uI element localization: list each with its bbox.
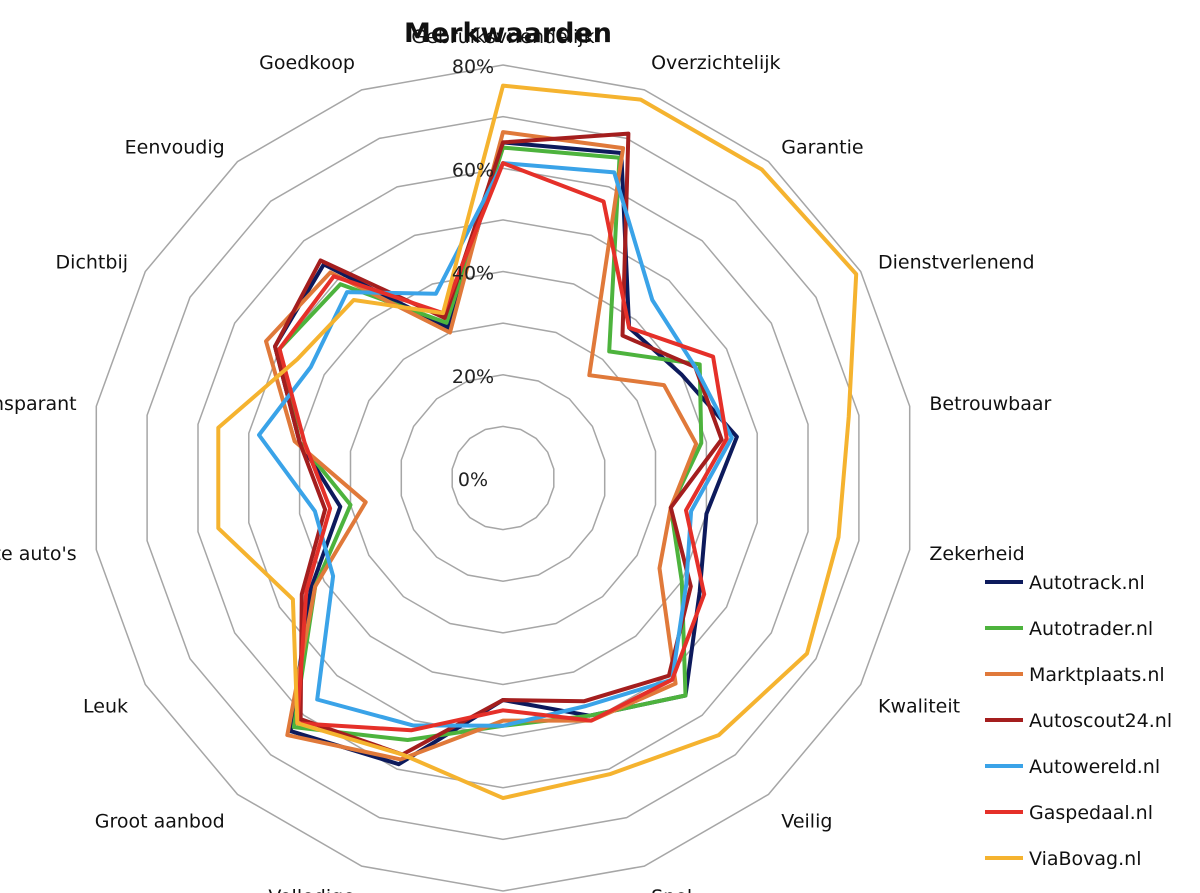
category-label: Eenvoudig [125,136,225,158]
category-label: Overzichtelijk [651,52,780,74]
tick-label: 0% [458,469,488,491]
grid-ring [400,374,606,583]
chart-title: Merkwaarden [404,18,612,49]
category-label: Kwaliteit [878,696,960,718]
category-labels: Gebruiksvriendelijk Overzichtelijk Garanti… [0,26,1052,893]
category-label: Volledigeinformatie [257,886,355,893]
grid-ring [451,425,555,531]
legend-label: Autoscout24.nl [1029,710,1172,732]
legend-label: ViaBovag.nl [1029,848,1141,870]
series-line [264,130,699,762]
tick-label: 40% [452,263,494,285]
legend-label: Gaspedaal.nl [1029,802,1153,824]
category-label: Gebruiksvriendelijk [411,26,594,48]
legend-label: Autotrader.nl [1029,618,1153,640]
legend-label: Autotrack.nl [1029,572,1145,594]
category-label: Beste auto's [0,543,77,565]
category-label: Garantie [781,136,863,158]
tick-label: 80% [452,56,494,78]
category-label: Zekerheid [929,543,1024,565]
category-label: Veilig [781,811,832,833]
category-label: Dienstverlenend [878,252,1035,274]
series-line [273,140,739,767]
grid-ring [146,115,860,841]
series-layer [216,83,859,801]
category-label: Dichtbij [56,252,128,274]
category-label: Goedkoop [259,52,355,74]
series-line [216,83,859,801]
category-label: Groot aanbod [95,811,225,833]
radial-tick-labels: 0% 20% 40% 60% 80% [452,56,494,491]
category-label: Snel [651,886,692,893]
series-line [257,161,734,728]
category-label: Leuk [83,696,128,718]
series-line [277,145,704,742]
category-label: Transparant [0,393,77,415]
category-label: Betrouwbaar [929,393,1051,415]
legend-label: Autowereld.nl [1029,756,1160,778]
grid-ring [349,322,657,634]
series-line [273,131,724,757]
grid-ring [95,64,911,892]
legend: Autotrack.nl Autotrader.nl Marktplaats.nl A… [985,572,1172,870]
legend-label: Marktplaats.nl [1029,664,1165,686]
grid-ring [197,167,809,789]
tick-label: 20% [452,366,494,388]
tick-label: 60% [452,159,494,181]
series-line [277,161,729,733]
